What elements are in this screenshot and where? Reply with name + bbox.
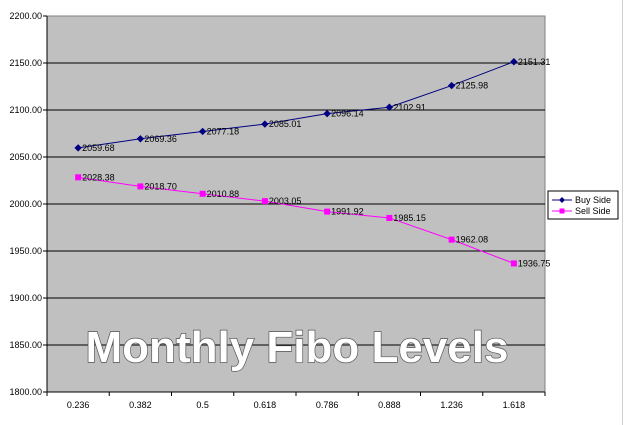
- data-point-marker: [510, 260, 517, 267]
- data-label: 1962.08: [456, 235, 489, 245]
- x-tick-label: 0.236: [67, 400, 90, 410]
- legend-box: [547, 190, 619, 220]
- data-point-marker: [199, 190, 206, 197]
- data-label: 2077.18: [207, 126, 240, 136]
- y-tick-label: 2100.00: [9, 105, 42, 115]
- data-label: 2085.01: [269, 119, 302, 129]
- data-point-marker: [324, 208, 331, 215]
- legend-label: Buy Side: [575, 195, 611, 205]
- data-point-marker: [137, 183, 144, 190]
- y-tick-label: 2050.00: [9, 152, 42, 162]
- data-label: 2096.14: [331, 109, 364, 119]
- data-label: 2125.98: [456, 81, 489, 91]
- series-line: [78, 176, 515, 264]
- y-tick-label: 2200.00: [9, 11, 42, 21]
- series-line: [78, 61, 515, 149]
- data-point-marker: [386, 214, 393, 221]
- legend-marker: [559, 197, 565, 203]
- window-edge: [622, 0, 623, 425]
- data-point-marker: [75, 174, 82, 181]
- data-label: 2059.68: [82, 143, 115, 153]
- data-label: 2018.70: [144, 181, 177, 191]
- x-tick-label: 0.888: [378, 400, 401, 410]
- y-tick-label: 2150.00: [9, 58, 42, 68]
- y-tick-label: 1900.00: [9, 293, 42, 303]
- data-label: 2151.31: [518, 57, 551, 67]
- x-tick-label: 0.618: [254, 400, 277, 410]
- y-tick-label: 1800.00: [9, 387, 42, 397]
- data-label: 1991.92: [331, 207, 364, 217]
- x-tick-label: 0.5: [196, 400, 209, 410]
- data-point-marker: [447, 81, 456, 90]
- x-tick-label: 1.618: [503, 400, 526, 410]
- data-point-marker: [385, 103, 394, 111]
- data-point-marker: [136, 135, 145, 143]
- data-point-marker: [323, 109, 331, 118]
- data-point-marker: [261, 198, 268, 205]
- x-tick-label: 0.382: [129, 400, 152, 410]
- series-group: 2059.68 2069.36 2077.18 2085.01 2096.14 2102.…: [74, 57, 551, 268]
- x-tick-label: 1.236: [440, 400, 463, 410]
- y-tick-label: 1950.00: [9, 246, 42, 256]
- data-label: 2010.88: [207, 189, 240, 199]
- data-label: 2003.05: [269, 196, 302, 206]
- chart-title-overlay: Monthly Fibo Levels: [86, 323, 509, 372]
- data-point-marker: [198, 127, 207, 136]
- y-tick-label: 1850.00: [9, 340, 42, 350]
- y-axis: 1800.00 1850.00 1900.00 1950.00 2000.00 2050.…: [9, 11, 48, 397]
- data-point-marker: [510, 58, 518, 66]
- x-tick-label: 0.786: [316, 400, 339, 410]
- data-label: 2069.36: [144, 134, 177, 144]
- series-sell-side: 2028.38 2018.70 2010.88 2003.05 1991.92 1985.…: [75, 172, 551, 268]
- data-point-marker: [74, 144, 82, 152]
- legend-marker: [559, 208, 565, 214]
- data-label: 2102.91: [393, 102, 426, 112]
- legend-label: Sell Side: [575, 206, 611, 216]
- data-point-marker: [261, 120, 269, 128]
- data-label: 2028.38: [82, 172, 115, 182]
- data-label: 1985.15: [393, 213, 426, 223]
- y-tick-label: 2000.00: [9, 199, 42, 209]
- series-buy-side: 2059.68 2069.36 2077.18 2085.01 2096.14 2102.…: [74, 57, 551, 153]
- data-point-marker: [448, 236, 455, 243]
- grid-lines: [47, 62, 545, 346]
- x-axis: 0.236 0.382 0.5 0.618 0.786 0.888 1.236 1.618: [46, 391, 546, 410]
- data-label: 1936.75: [518, 258, 551, 268]
